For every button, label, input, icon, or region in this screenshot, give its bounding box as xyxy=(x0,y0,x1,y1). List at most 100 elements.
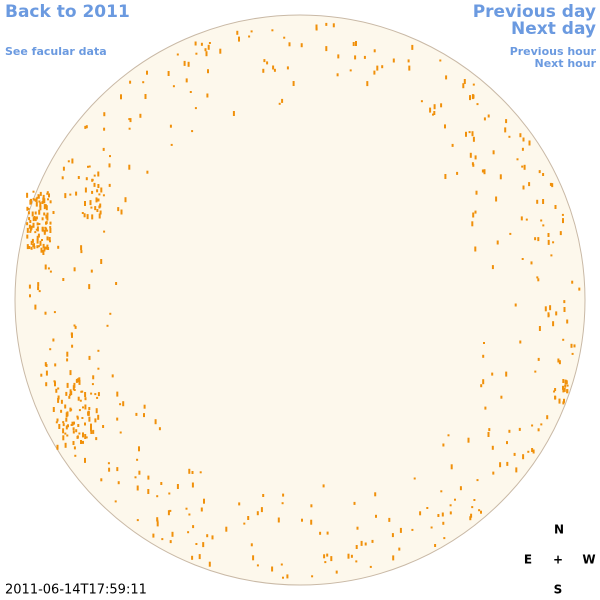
facula-speck xyxy=(43,204,46,210)
facula-speck xyxy=(475,190,478,195)
facula-speck xyxy=(33,198,36,201)
facula-speck xyxy=(156,517,159,522)
facula-speck xyxy=(109,155,111,158)
facula-speck xyxy=(513,452,516,456)
facula-speck xyxy=(558,360,561,365)
facula-speck xyxy=(69,393,72,396)
facula-speck xyxy=(42,243,45,248)
facula-speck xyxy=(73,389,76,391)
facula-speck xyxy=(119,403,122,406)
facula-speck xyxy=(277,517,280,523)
facula-speck xyxy=(54,381,56,387)
facula-speck xyxy=(565,381,568,385)
facula-speck xyxy=(97,349,100,352)
facula-speck xyxy=(65,417,68,422)
facula-speck xyxy=(102,194,105,197)
facula-speck xyxy=(43,246,46,252)
facula-speck xyxy=(88,416,91,422)
facula-speck xyxy=(96,209,99,212)
facula-speck xyxy=(80,250,83,254)
facula-speck xyxy=(76,416,79,420)
facula-speck xyxy=(185,78,188,83)
facula-speck xyxy=(537,428,540,432)
facula-speck xyxy=(45,370,48,376)
facula-speck xyxy=(280,563,283,566)
facula-speck xyxy=(169,540,172,544)
facular-link[interactable]: See facular data xyxy=(5,45,107,58)
facula-speck xyxy=(278,102,281,105)
facula-speck xyxy=(491,265,494,270)
facula-speck xyxy=(564,379,567,385)
facula-speck xyxy=(292,81,295,86)
facula-speck xyxy=(437,514,440,517)
facula-speck xyxy=(189,91,192,93)
facula-speck xyxy=(82,440,84,444)
facula-speck xyxy=(39,191,42,196)
facula-speck xyxy=(250,30,253,33)
facula-speck xyxy=(77,176,80,179)
facula-speck xyxy=(144,94,147,99)
compass-north: N xyxy=(554,523,564,537)
facula-speck xyxy=(443,537,446,540)
facula-speck xyxy=(300,43,303,48)
facula-speck xyxy=(456,171,459,175)
facula-speck xyxy=(322,484,325,488)
facula-speck xyxy=(347,553,350,559)
facula-speck xyxy=(71,332,73,338)
facula-speck xyxy=(542,199,545,204)
facula-speck xyxy=(207,69,209,74)
facula-speck xyxy=(480,384,483,388)
previous-hour-link[interactable]: Previous hour xyxy=(510,45,597,58)
facula-speck xyxy=(350,554,353,558)
facula-speck xyxy=(152,533,155,538)
facula-speck xyxy=(355,560,358,563)
facula-speck xyxy=(538,326,541,331)
facula-speck xyxy=(323,554,326,559)
facula-speck xyxy=(37,194,40,199)
facula-speck xyxy=(547,312,550,318)
previous-day-link[interactable]: Previous day xyxy=(473,2,596,22)
facula-speck xyxy=(100,259,103,264)
facula-speck xyxy=(36,196,39,199)
facula-speck xyxy=(469,95,471,101)
facula-speck xyxy=(353,501,356,505)
facula-speck xyxy=(472,212,475,218)
facula-speck xyxy=(102,425,105,428)
facula-speck xyxy=(525,218,528,221)
facula-speck xyxy=(95,408,98,414)
facula-speck xyxy=(26,206,29,211)
facula-speck xyxy=(208,561,211,567)
facula-speck xyxy=(47,247,50,250)
facula-speck xyxy=(211,535,214,540)
facula-speck xyxy=(537,357,540,361)
facula-speck xyxy=(169,509,172,512)
facula-speck xyxy=(38,209,41,215)
facula-speck xyxy=(91,214,94,220)
facula-speck xyxy=(65,425,68,430)
timestamp: 2011-06-14T17:59:11 xyxy=(5,583,147,598)
facula-speck xyxy=(73,324,76,327)
facula-speck xyxy=(99,210,102,215)
facula-speck xyxy=(147,489,150,494)
facula-speck xyxy=(120,209,123,215)
next-day-link[interactable]: Next day xyxy=(511,19,596,39)
facula-speck xyxy=(85,125,88,129)
facula-speck xyxy=(95,437,98,441)
facula-speck xyxy=(84,125,87,129)
facula-speck xyxy=(122,401,125,407)
facula-speck xyxy=(469,152,472,158)
facula-speck xyxy=(128,118,131,121)
facula-speck xyxy=(114,500,117,503)
facula-speck xyxy=(53,311,56,314)
facula-speck xyxy=(52,338,55,342)
facula-speck xyxy=(116,391,119,397)
facula-speck xyxy=(109,312,112,315)
back-link[interactable]: Back to 2011 xyxy=(5,2,130,22)
facula-speck xyxy=(47,198,49,201)
facula-speck xyxy=(42,250,45,255)
facula-speck xyxy=(570,343,573,348)
next-hour-link[interactable]: Next hour xyxy=(535,57,597,70)
facula-speck xyxy=(562,338,565,341)
facula-speck xyxy=(476,479,479,482)
facula-speck xyxy=(129,80,132,84)
